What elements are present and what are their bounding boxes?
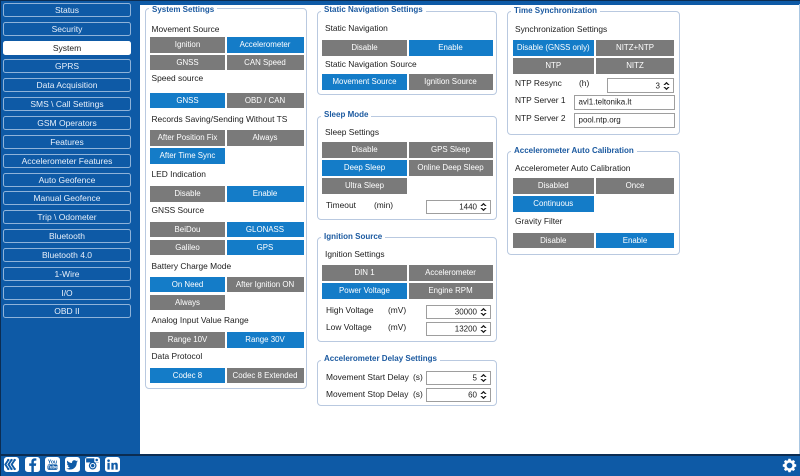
svg-text:You: You <box>48 459 57 465</box>
svg-text:Tube: Tube <box>47 464 58 469</box>
